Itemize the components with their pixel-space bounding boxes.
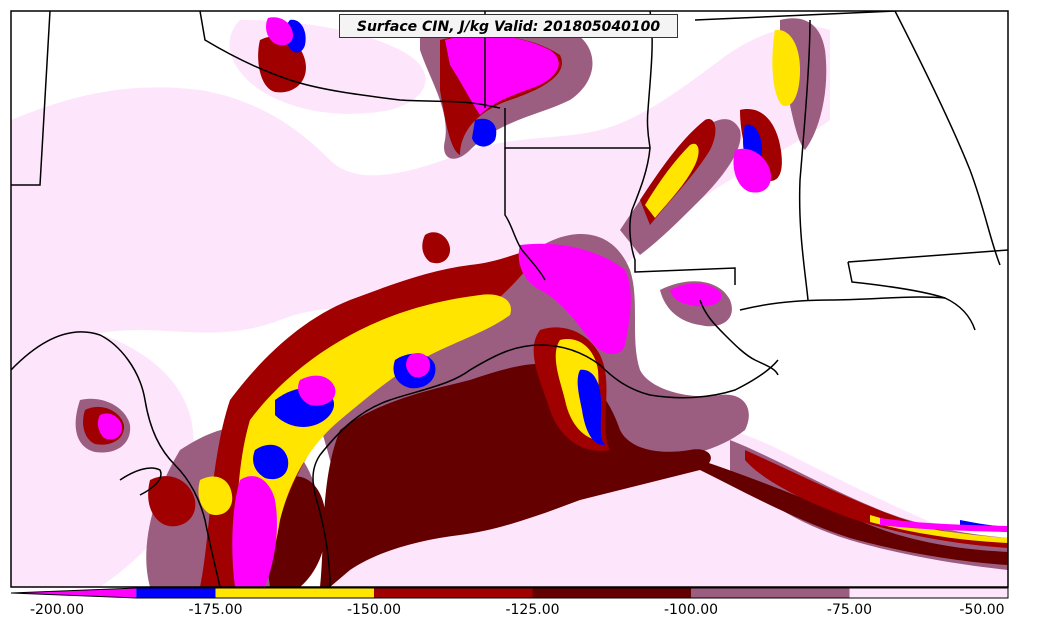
colorbar-bin — [136, 588, 216, 598]
colorbar — [10, 587, 1009, 599]
colorbar-tick-label: -200.00 — [29, 602, 85, 618]
colorbar-tick-label: -75.00 — [826, 602, 873, 618]
colorbar-bin — [215, 588, 374, 598]
colorbar-outline — [10, 587, 1009, 599]
colorbar-bin — [691, 588, 850, 598]
cin-field — [11, 11, 1008, 587]
colorbar-tick-label: -50.00 — [959, 602, 1005, 618]
colorbar-bin — [374, 588, 533, 598]
colorbar-bin — [532, 588, 691, 598]
map-title: Surface CIN, J/kg Valid: 201805040100 — [339, 14, 678, 38]
colorbar-bin — [849, 588, 1008, 598]
colorbar-tick-label: -150.00 — [346, 602, 402, 618]
colorbar-tick-label: -175.00 — [188, 602, 243, 618]
colorbar-tick-label: -100.00 — [663, 602, 719, 618]
colorbar-extend — [11, 588, 137, 598]
map-border — [10, 10, 1009, 588]
colorbar-tick-label: -125.00 — [505, 602, 560, 618]
